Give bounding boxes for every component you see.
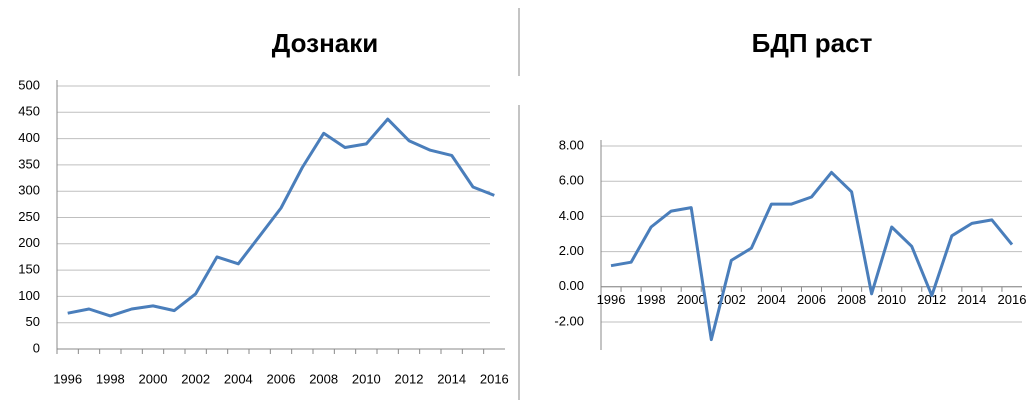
y-tick-label: 0	[33, 340, 40, 355]
y-tick-label: 150	[18, 262, 40, 277]
y-tick-label: 450	[18, 104, 40, 119]
x-tick-label: 2004	[224, 371, 253, 386]
y-tick-label: 50	[26, 314, 40, 329]
x-tick-label: 2006	[267, 371, 296, 386]
y-tick-label: 250	[18, 209, 40, 224]
x-tick-label: 2008	[309, 371, 338, 386]
x-tick-label: 2006	[797, 292, 826, 307]
x-tick-label: 2012	[917, 292, 946, 307]
line-series	[610, 170, 1014, 342]
y-tick-label: 300	[18, 183, 40, 198]
y-tick-label: 2.00	[559, 243, 584, 258]
y-tick-label: 350	[18, 156, 40, 171]
y-tick-label: 500	[18, 77, 40, 92]
x-tick-label: 2012	[395, 371, 424, 386]
y-tick-label: -2.00	[554, 313, 584, 328]
x-tick-label: 2016	[998, 292, 1027, 307]
y-tick-label: 200	[18, 235, 40, 250]
x-tick-label: 2002	[717, 292, 746, 307]
chart-title: Дознаки	[272, 28, 378, 58]
x-tick-label: 1996	[597, 292, 626, 307]
x-tick-label: 1998	[637, 292, 666, 307]
x-tick-label: 2014	[437, 371, 466, 386]
x-tick-label: 2004	[757, 292, 786, 307]
y-tick-label: 0.00	[559, 278, 584, 293]
y-tick-label: 100	[18, 288, 40, 303]
x-tick-label: 2000	[139, 371, 168, 386]
chart-title: БДП раст	[752, 28, 873, 58]
x-tick-label: 1998	[96, 371, 125, 386]
x-tick-label: 2000	[677, 292, 706, 307]
x-tick-label: 2014	[957, 292, 986, 307]
y-tick-label: 400	[18, 130, 40, 145]
y-tick-label: 6.00	[559, 173, 584, 188]
x-tick-label: 2008	[837, 292, 866, 307]
x-tick-label: 2010	[352, 371, 381, 386]
y-tick-label: 8.00	[559, 137, 584, 152]
y-tick-label: 4.00	[559, 208, 584, 223]
x-tick-label: 1996	[53, 371, 82, 386]
x-tick-label: 2010	[877, 292, 906, 307]
x-tick-label: 2002	[181, 371, 210, 386]
x-tick-label: 2016	[480, 371, 509, 386]
line-series	[67, 117, 495, 318]
